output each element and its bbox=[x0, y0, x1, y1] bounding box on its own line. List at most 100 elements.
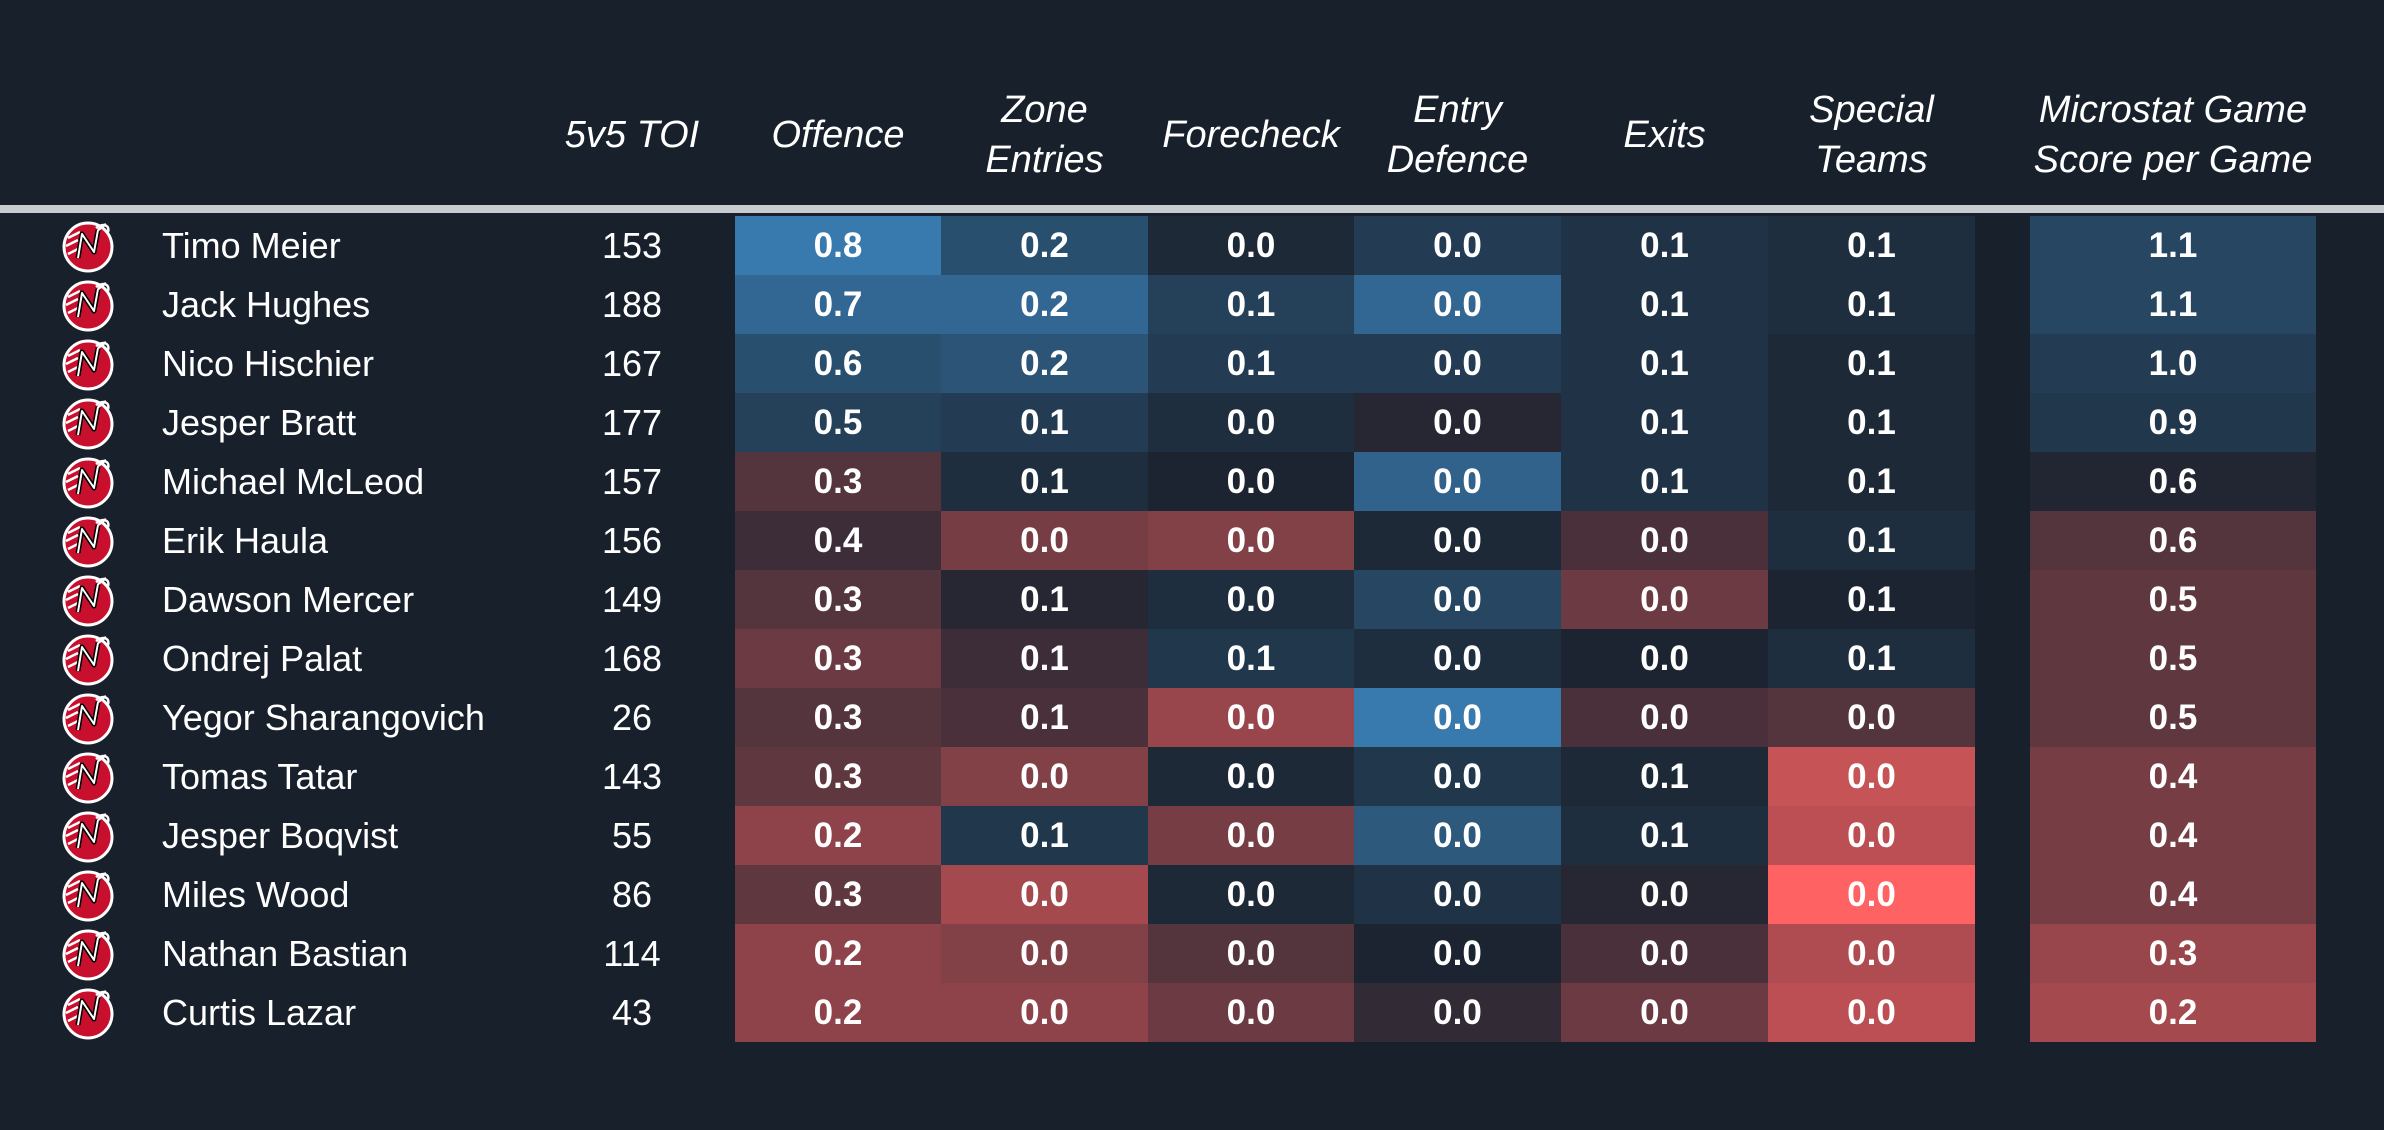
offence-cell: 0.3 bbox=[735, 688, 941, 747]
entry-defence-cell: 0.0 bbox=[1354, 570, 1561, 629]
special-teams-cell: 0.1 bbox=[1768, 511, 1975, 570]
offence-cell: 0.3 bbox=[735, 570, 941, 629]
entry-defence-cell: 0.0 bbox=[1354, 865, 1561, 924]
team-logo-icon bbox=[58, 690, 118, 746]
offence-cell: 0.2 bbox=[735, 983, 941, 1042]
game-score-cell: 0.3 bbox=[2030, 924, 2316, 983]
forecheck-cell: 0.0 bbox=[1148, 924, 1354, 983]
game-score-cell: 1.1 bbox=[2030, 275, 2316, 334]
entry-defence-cell: 0.0 bbox=[1354, 334, 1561, 393]
toi-value: 168 bbox=[601, 638, 663, 679]
table-row: Timo Meier 153 0.8 0.2 0.0 0.0 0.1 0.1 1.1 bbox=[0, 216, 2384, 275]
toi-value: 26 bbox=[611, 697, 653, 738]
column-header: Entry Defence bbox=[1386, 89, 1529, 181]
zone-entries-cell: 0.0 bbox=[941, 983, 1148, 1042]
toi-value: 86 bbox=[611, 874, 653, 915]
forecheck-cell: 0.0 bbox=[1148, 216, 1354, 275]
forecheck-cell: 0.0 bbox=[1148, 865, 1354, 924]
forecheck-cell: 0.0 bbox=[1148, 511, 1354, 570]
special-teams-cell: 0.0 bbox=[1768, 983, 1975, 1042]
entry-defence-cell: 0.0 bbox=[1354, 806, 1561, 865]
exits-cell: 0.1 bbox=[1561, 393, 1768, 452]
offence-cell: 0.2 bbox=[735, 806, 941, 865]
zone-entries-cell: 0.1 bbox=[941, 806, 1148, 865]
exits-cell: 0.1 bbox=[1561, 334, 1768, 393]
toi-value: 177 bbox=[601, 402, 663, 443]
table-row: Miles Wood 86 0.3 0.0 0.0 0.0 0.0 0.0 0.4 bbox=[0, 865, 2384, 924]
game-score-cell: 0.6 bbox=[2030, 452, 2316, 511]
table-row: Nathan Bastian 114 0.2 0.0 0.0 0.0 0.0 0.0 0.3 bbox=[0, 924, 2384, 983]
zone-entries-cell: 0.0 bbox=[941, 747, 1148, 806]
zone-entries-cell: 0.0 bbox=[941, 865, 1148, 924]
team-logo-icon bbox=[58, 631, 118, 687]
zone-entries-cell: 0.2 bbox=[941, 275, 1148, 334]
special-teams-cell: 0.1 bbox=[1768, 216, 1975, 275]
table-row: Tomas Tatar 143 0.3 0.0 0.0 0.0 0.1 0.0 0.4 bbox=[0, 747, 2384, 806]
exits-cell: 0.1 bbox=[1561, 275, 1768, 334]
team-logo-icon bbox=[58, 277, 118, 333]
forecheck-cell: 0.0 bbox=[1148, 393, 1354, 452]
exits-cell: 0.1 bbox=[1561, 806, 1768, 865]
team-logo-icon bbox=[58, 336, 118, 392]
game-score-cell: 1.1 bbox=[2030, 216, 2316, 275]
special-teams-cell: 0.1 bbox=[1768, 275, 1975, 334]
exits-cell: 0.1 bbox=[1561, 747, 1768, 806]
header-divider bbox=[0, 205, 2384, 213]
zone-entries-cell: 0.1 bbox=[941, 393, 1148, 452]
special-teams-cell: 0.0 bbox=[1768, 865, 1975, 924]
player-name: Jesper Bratt bbox=[162, 402, 357, 443]
offence-cell: 0.4 bbox=[735, 511, 941, 570]
table-row: Jack Hughes 188 0.7 0.2 0.1 0.0 0.1 0.1 1.1 bbox=[0, 275, 2384, 334]
entry-defence-cell: 0.0 bbox=[1354, 924, 1561, 983]
player-name: Yegor Sharangovich bbox=[162, 697, 485, 738]
forecheck-cell: 0.0 bbox=[1148, 806, 1354, 865]
exits-cell: 0.1 bbox=[1561, 216, 1768, 275]
table-row: Nico Hischier 167 0.6 0.2 0.1 0.0 0.1 0.1 1.0 bbox=[0, 334, 2384, 393]
special-teams-cell: 0.1 bbox=[1768, 393, 1975, 452]
player-name: Curtis Lazar bbox=[162, 992, 357, 1033]
team-logo-icon bbox=[58, 395, 118, 451]
forecheck-cell: 0.0 bbox=[1148, 570, 1354, 629]
offence-cell: 0.5 bbox=[735, 393, 941, 452]
zone-entries-cell: 0.1 bbox=[941, 629, 1148, 688]
zone-entries-cell: 0.0 bbox=[941, 511, 1148, 570]
special-teams-cell: 0.1 bbox=[1768, 334, 1975, 393]
exits-cell: 0.1 bbox=[1561, 452, 1768, 511]
column-header: Forecheck bbox=[1162, 114, 1340, 156]
game-score-cell: 0.9 bbox=[2030, 393, 2316, 452]
table-row: Curtis Lazar 43 0.2 0.0 0.0 0.0 0.0 0.0 0.2 bbox=[0, 983, 2384, 1042]
special-teams-cell: 0.1 bbox=[1768, 452, 1975, 511]
zone-entries-cell: 0.1 bbox=[941, 570, 1148, 629]
forecheck-cell: 0.1 bbox=[1148, 334, 1354, 393]
game-score-cell: 0.6 bbox=[2030, 511, 2316, 570]
player-name: Erik Haula bbox=[162, 520, 329, 561]
forecheck-cell: 0.0 bbox=[1148, 983, 1354, 1042]
team-logo-icon bbox=[58, 926, 118, 982]
zone-entries-cell: 0.0 bbox=[941, 924, 1148, 983]
team-logo-icon bbox=[58, 867, 118, 923]
game-score-cell: 0.4 bbox=[2030, 747, 2316, 806]
entry-defence-cell: 0.0 bbox=[1354, 983, 1561, 1042]
toi-value: 153 bbox=[601, 225, 663, 266]
forecheck-cell: 0.1 bbox=[1148, 275, 1354, 334]
player-name: Nico Hischier bbox=[162, 343, 375, 384]
offence-cell: 0.6 bbox=[735, 334, 941, 393]
exits-cell: 0.0 bbox=[1561, 511, 1768, 570]
special-teams-cell: 0.0 bbox=[1768, 747, 1975, 806]
table-row: Jesper Bratt 177 0.5 0.1 0.0 0.0 0.1 0.1 0.9 bbox=[0, 393, 2384, 452]
team-logo-icon bbox=[58, 454, 118, 510]
player-name: Miles Wood bbox=[162, 874, 350, 915]
toi-value: 156 bbox=[601, 520, 663, 561]
column-header: Microstat Game Score per Game bbox=[2033, 89, 2313, 181]
player-name: Timo Meier bbox=[162, 225, 341, 266]
game-score-cell: 1.0 bbox=[2030, 334, 2316, 393]
exits-cell: 0.0 bbox=[1561, 983, 1768, 1042]
toi-value: 157 bbox=[601, 461, 663, 502]
offence-cell: 0.7 bbox=[735, 275, 941, 334]
table-row: Ondrej Palat 168 0.3 0.1 0.1 0.0 0.0 0.1 0.5 bbox=[0, 629, 2384, 688]
zone-entries-cell: 0.2 bbox=[941, 334, 1148, 393]
entry-defence-cell: 0.0 bbox=[1354, 629, 1561, 688]
table-row: Erik Haula 156 0.4 0.0 0.0 0.0 0.0 0.1 0.6 bbox=[0, 511, 2384, 570]
table-row: Yegor Sharangovich 26 0.3 0.1 0.0 0.0 0.0 0.0 0.… bbox=[0, 688, 2384, 747]
